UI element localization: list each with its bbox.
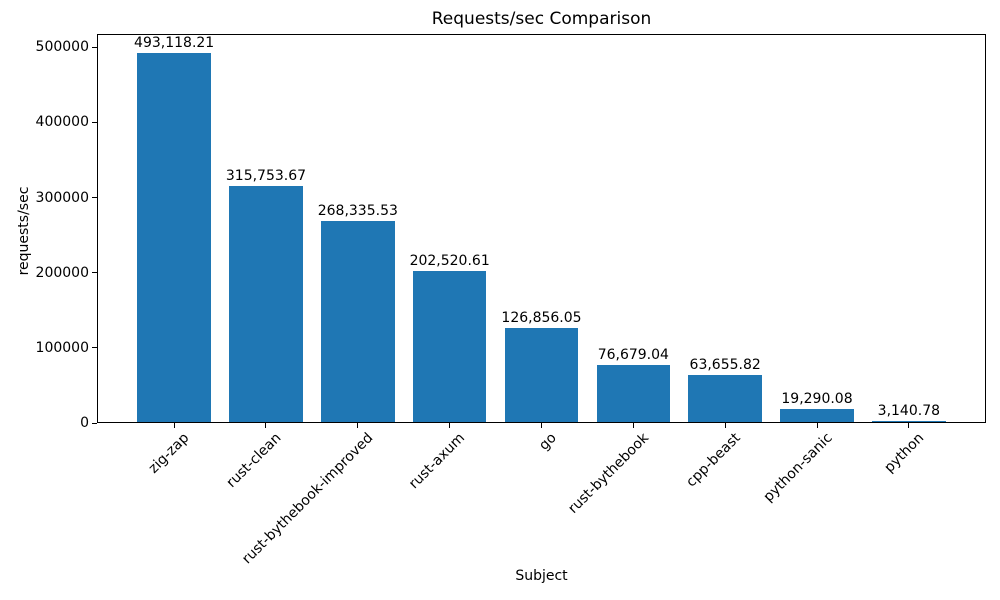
y-tick-mark: [92, 422, 97, 424]
x-tick-label: rust-clean: [223, 430, 285, 491]
x-tick-mark: [265, 423, 267, 428]
y-tick-label: 0: [80, 415, 89, 431]
x-axis-label: Subject: [515, 568, 568, 584]
plot-area: [97, 34, 986, 423]
bar-value-label: 3,140.78: [877, 402, 941, 419]
bar-value-label: 126,856.05: [501, 309, 582, 326]
bar: [412, 270, 487, 423]
x-tick-mark: [816, 423, 818, 428]
bar-value-label: 268,335.53: [317, 203, 398, 220]
chart-title: Requests/sec Comparison: [431, 9, 652, 29]
x-tick-label: python-sanic: [760, 430, 836, 506]
x-tick-label: go: [536, 430, 560, 454]
x-tick-label: rust-bythebook: [564, 430, 652, 517]
x-tick-mark: [632, 423, 634, 428]
bar: [229, 185, 303, 423]
bar: [780, 408, 854, 423]
bar-value-label: 76,679.04: [597, 347, 669, 364]
x-tick-mark: [173, 423, 175, 428]
y-tick-mark: [92, 46, 97, 48]
y-tick-mark: [92, 197, 97, 199]
x-tick-label: cpp-beast: [683, 430, 744, 491]
x-tick-label: rust-axum: [405, 430, 468, 493]
x-tick-mark: [541, 423, 542, 428]
bar: [872, 420, 946, 423]
bar-value-label: 19,290.08: [781, 390, 853, 407]
bar: [504, 327, 579, 423]
y-tick-mark: [92, 121, 97, 123]
x-tick-mark: [724, 423, 726, 428]
bar: [321, 221, 395, 423]
x-tick-mark: [357, 423, 359, 428]
x-tick-label: python: [881, 430, 928, 476]
y-tick-label: 500000: [35, 39, 89, 56]
y-tick-label: 200000: [35, 264, 89, 281]
y-axis-label: requests/sec: [16, 186, 32, 276]
y-tick-mark: [92, 347, 97, 349]
x-tick-mark: [908, 423, 910, 428]
bar-value-label: 315,753.67: [225, 167, 307, 184]
bar: [137, 52, 211, 423]
x-tick-label: zig-zap: [145, 430, 193, 477]
bar-value-label: 63,655.82: [689, 357, 761, 374]
y-tick-mark: [92, 272, 97, 274]
x-tick-mark: [449, 423, 451, 428]
y-tick-label: 300000: [35, 189, 89, 206]
bar: [596, 365, 671, 423]
bar: [688, 375, 762, 423]
y-tick-label: 400000: [35, 114, 89, 131]
bar-value-label: 202,520.61: [409, 252, 490, 269]
bar-value-label: 493,118.21: [134, 34, 215, 51]
y-tick-label: 100000: [35, 339, 89, 356]
